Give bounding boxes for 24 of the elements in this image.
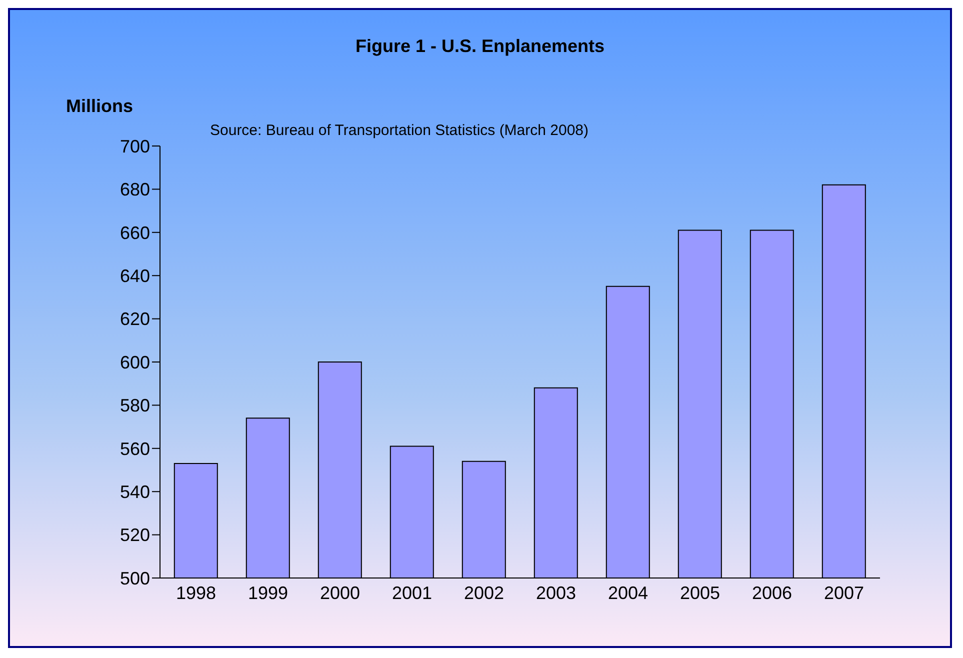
y-tick-label: 560 — [120, 438, 150, 459]
x-tick-label: 2003 — [536, 582, 576, 603]
x-tick-label: 2006 — [752, 582, 792, 603]
x-tick-label: 2000 — [320, 582, 360, 603]
y-tick-label: 500 — [120, 568, 150, 588]
y-tick-label: 660 — [120, 222, 150, 243]
y-tick-label: 520 — [120, 525, 150, 546]
y-tick-label: 700 — [120, 136, 150, 156]
chart-title: Figure 1 - U.S. Enplanements — [354, 36, 606, 57]
x-tick-label: 2002 — [464, 582, 504, 603]
y-tick-label: 680 — [120, 180, 150, 200]
x-tick-label: 2004 — [608, 582, 648, 603]
x-tick-label: 1998 — [176, 582, 216, 603]
y-tick-label: 640 — [120, 266, 150, 286]
source-note: Source: Bureau of Transportation Statistics (March 2008) — [210, 122, 589, 139]
y-tick-label: 580 — [120, 396, 150, 416]
y-tick-label: 600 — [120, 352, 150, 372]
x-tick-label: 1999 — [248, 582, 288, 603]
x-tick-label: 2005 — [680, 582, 720, 603]
y-tick-label: 540 — [120, 482, 150, 502]
y-tick-label: 620 — [120, 309, 150, 330]
x-tick-label: 2001 — [392, 582, 432, 603]
x-tick-label: 2007 — [824, 582, 864, 603]
y-axis-title: Millions — [66, 96, 133, 117]
